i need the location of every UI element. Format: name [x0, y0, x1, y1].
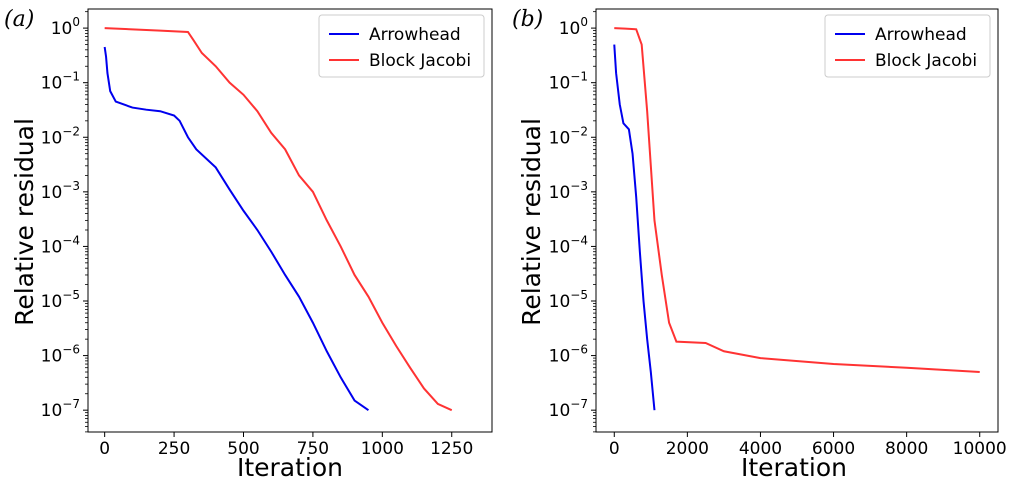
y-tick-label: 10−4 [549, 233, 588, 257]
y-tick-label: 10−7 [41, 397, 80, 421]
x-tick-label: 1000 [361, 439, 404, 459]
x-tick-label: 2000 [666, 439, 709, 459]
y-tick-label: 10−6 [41, 343, 80, 367]
x-tick-label: 500 [227, 439, 259, 459]
x-tick-label: 4000 [739, 439, 782, 459]
y-tick-label: 10−6 [549, 343, 588, 367]
x-tick-label: 750 [297, 439, 329, 459]
y-tick-label: 10−5 [41, 288, 80, 312]
series-line-block-jacobi [104, 27, 453, 412]
legend-label: Block Jacobi [875, 51, 977, 71]
panel-a-ylabel: Relative residual [10, 118, 39, 326]
series-line-arrowhead [103, 46, 370, 411]
y-tick-label: 10−2 [41, 124, 80, 148]
panel-a-label: (a) [4, 7, 34, 32]
y-tick-label: 100 [559, 15, 588, 39]
panel-b: (b) Iteration Relative residual 0 2000 400… [512, 7, 1007, 480]
panel-b-xlabel: Iteration [741, 453, 847, 480]
x-tick-label: 6000 [812, 439, 855, 459]
series-line-arrowhead [613, 44, 656, 411]
legend-label: Arrowhead [875, 25, 967, 45]
y-tick-label: 10−7 [549, 397, 588, 421]
legend-label: Arrowhead [369, 25, 461, 45]
legend-box [318, 14, 485, 78]
panel-a: (a) Iteration Relative residual 0 250 500 7… [4, 7, 493, 480]
y-tick-label: 10−1 [41, 70, 80, 94]
legend-label: Block Jacobi [369, 51, 471, 71]
x-tick-label: 250 [158, 439, 190, 459]
legend-box [824, 14, 991, 78]
panel-b-label: (b) [512, 7, 543, 32]
panel-a-xlabel: Iteration [237, 453, 343, 480]
x-tick-label: 10000 [953, 439, 1007, 459]
y-tick-label: 100 [51, 15, 80, 39]
x-tick-label: 0 [99, 439, 110, 459]
panel-b-ylabel: Relative residual [517, 118, 546, 326]
x-tick-label: 1250 [430, 439, 473, 459]
x-tick-label: 8000 [885, 439, 928, 459]
y-tick-label: 10−3 [41, 179, 80, 203]
y-tick-label: 10−2 [549, 124, 588, 148]
y-tick-label: 10−1 [549, 70, 588, 94]
y-tick-label: 10−3 [549, 179, 588, 203]
y-tick-label: 10−5 [549, 288, 588, 312]
y-tick-label: 10−4 [41, 233, 80, 257]
series-line-block-jacobi [614, 27, 980, 374]
x-tick-label: 0 [609, 439, 620, 459]
